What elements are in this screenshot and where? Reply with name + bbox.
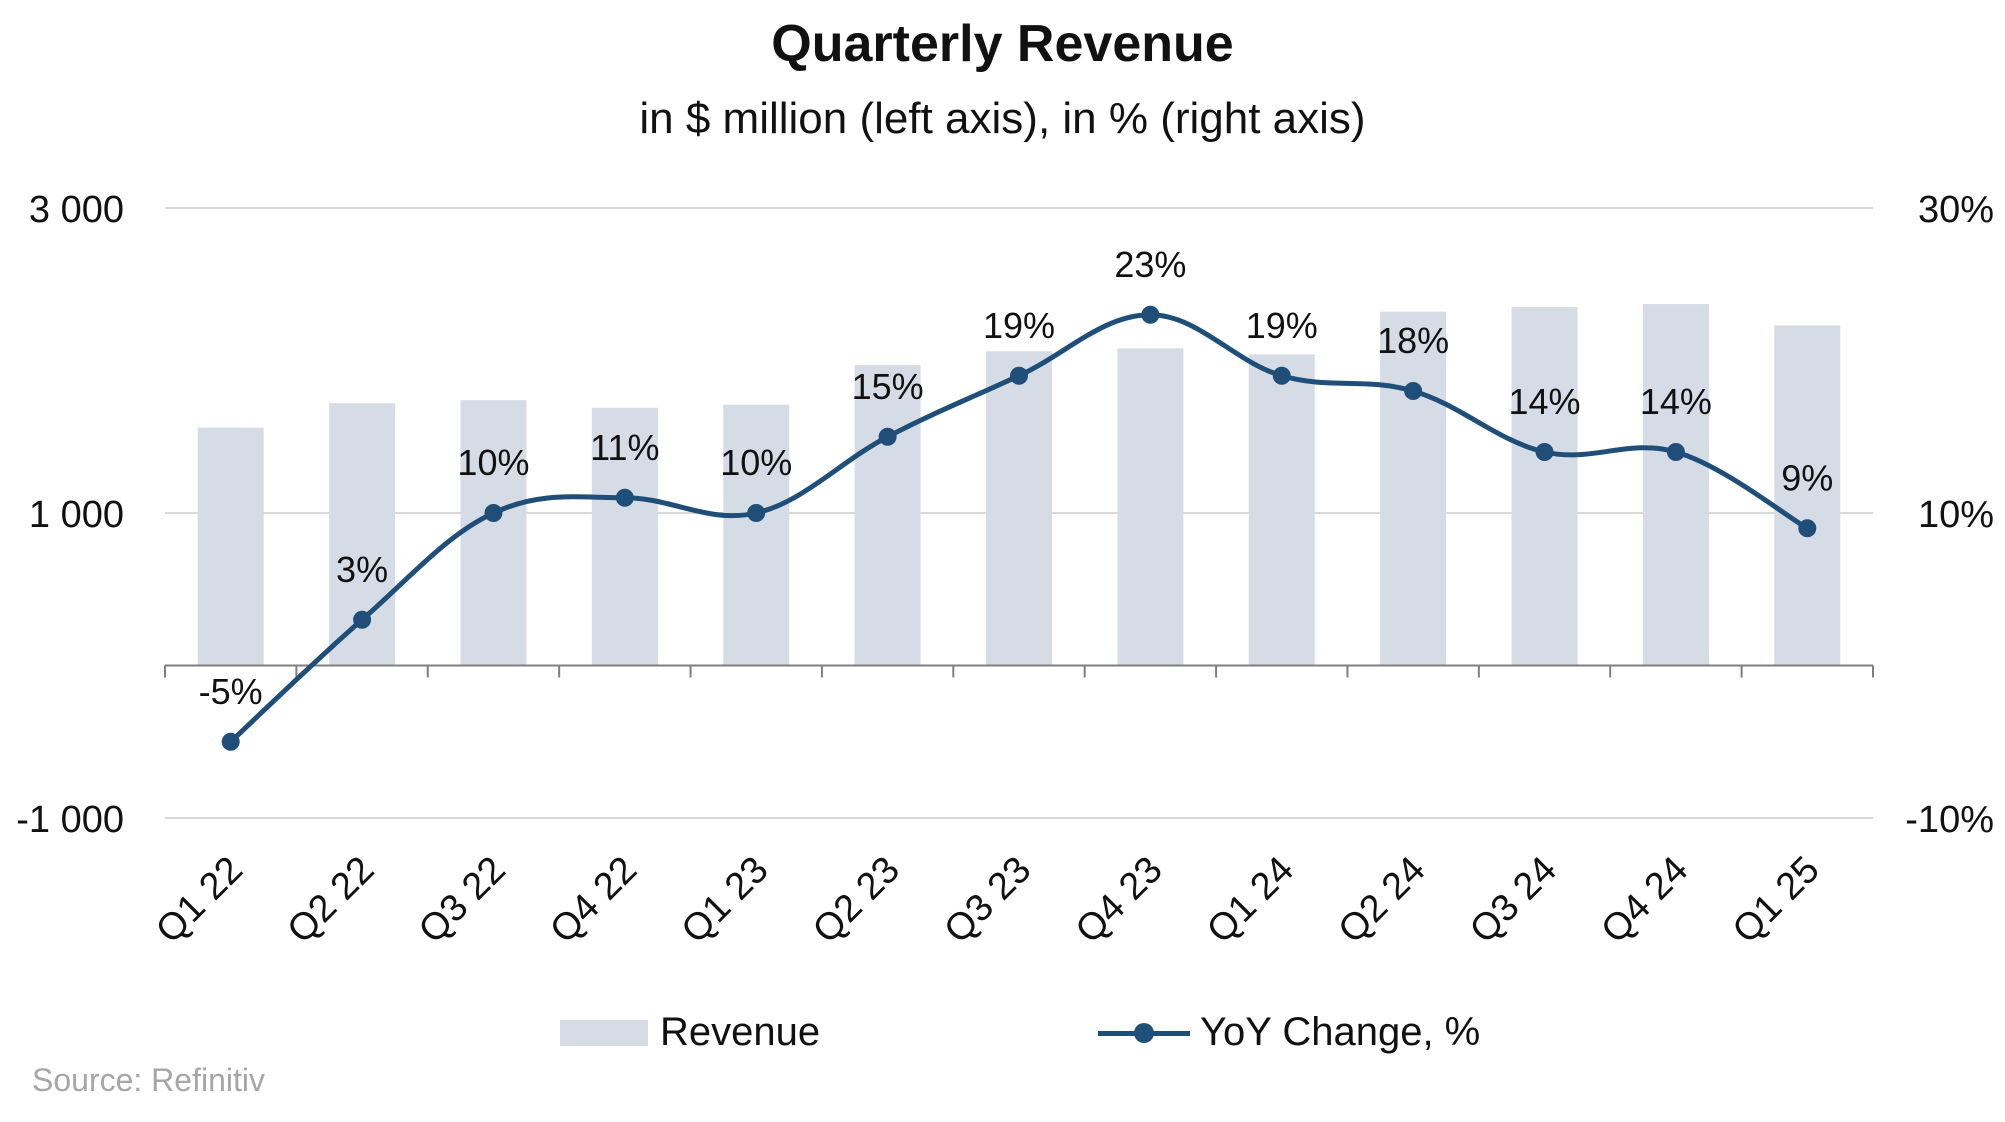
yoy-data-label: 19% [983,305,1055,346]
x-tick-label: Q4 24 [1593,849,1696,952]
x-tick-label: Q1 25 [1725,849,1828,952]
yoy-data-label: 11% [590,427,659,468]
revenue-bar [986,351,1052,666]
y-left-tick-label: 3 000 [29,189,124,231]
yoy-data-label: 10% [457,442,529,483]
legend-revenue: Revenue [560,1010,820,1055]
yoy-data-label: 10% [720,442,792,483]
yoy-point [1404,382,1423,400]
x-tick-label: Q2 24 [1331,849,1434,952]
yoy-data-label: 19% [1246,305,1318,346]
yoy-data-label: -5% [199,671,263,712]
revenue-bar [1380,311,1447,666]
chart-subtitle: in $ million (left axis), in % (right ax… [639,94,1366,143]
revenue-bar [854,365,921,666]
x-tick-label: Q4 23 [1068,849,1171,952]
x-tick-label: Q4 22 [542,849,645,952]
yoy-data-label: 18% [1377,320,1449,361]
x-tick-label: Q1 23 [674,849,777,952]
revenue-bar [1642,304,1709,666]
legend-yoy-label: YoY Change, % [1200,1010,1481,1054]
yoy-data-label: 3% [336,549,388,590]
yoy-data-label: 14% [1640,381,1712,422]
x-tick-label: Q1 22 [148,849,251,952]
y-right-tick-label: 30% [1918,189,1994,231]
revenue-bar [1511,307,1578,666]
revenue-bar [723,404,790,666]
x-axis [164,664,1874,678]
yoy-point [615,488,634,507]
x-tick-label: Q3 24 [1462,849,1565,952]
yoy-point [353,610,372,629]
revenue-bar [591,407,658,666]
y-right-tick-label: -10% [1905,799,1994,841]
x-tick-label: Q1 24 [1199,849,1302,952]
x-tick-label: Q2 23 [805,849,908,952]
x-tick-label: Q2 22 [280,849,383,952]
yoy-point [1535,443,1554,461]
legend-yoy: YoY Change, % [1098,1010,1480,1055]
y-left-tick-label: -1 000 [16,799,124,841]
yoy-point [1798,519,1817,538]
revenue-bars [197,304,1841,666]
yoy-point [1010,366,1028,385]
yoy-point [1272,366,1291,385]
yoy-point [747,504,766,522]
revenue-bar [1248,354,1315,666]
y-left-tick-label: 1 000 [29,494,124,536]
yoy-data-label: 14% [1509,381,1581,422]
revenue-bar [1774,325,1841,666]
yoy-point [1141,305,1160,324]
legend-revenue-label: Revenue [660,1010,821,1054]
revenue-bar [460,400,527,666]
yoy-data-label: 9% [1781,457,1833,498]
chart-title: Quarterly Revenue [771,15,1234,73]
yoy-point [878,427,897,446]
yoy-data-label: 15% [852,366,924,407]
yoy-point [221,732,240,751]
revenue-bar [1117,348,1184,666]
revenue-bar [197,427,264,666]
y-right-tick-label: 10% [1918,494,1994,536]
x-tick-label: Q3 22 [411,849,514,952]
yoy-point [484,504,503,522]
legend-bar-swatch [560,1019,648,1046]
yoy-data-label: 23% [1114,244,1186,285]
x-tick-label: Q3 23 [936,849,1039,952]
yoy-line [221,305,1817,751]
source-note: Source: Refinitiv [32,1062,265,1098]
data-labels: -5% 3% 10% 11% 10% 15% 19% 23% 19% 18% 14% 14% 9% [199,244,1834,712]
legend-line-swatch [1098,1018,1190,1048]
yoy-point [1666,443,1685,461]
